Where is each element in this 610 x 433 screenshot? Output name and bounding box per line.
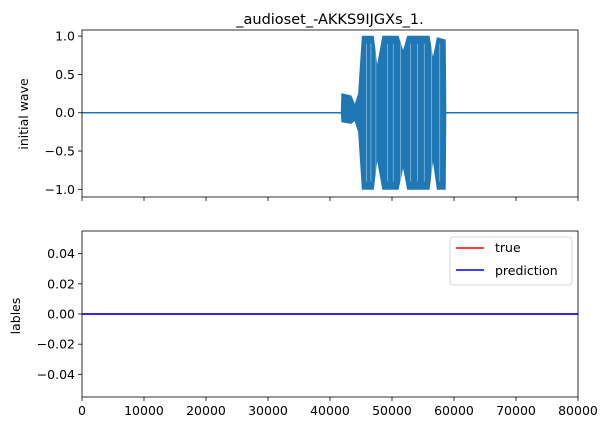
labels-y-ticks: −0.04 −0.02 0.00 0.02 0.04 xyxy=(37,246,82,382)
legend-box xyxy=(449,236,573,286)
y-axis-label-lables: lables xyxy=(8,298,23,335)
legend-label-prediction: prediction xyxy=(495,263,558,278)
y-tick-label: 0.04 xyxy=(47,246,75,261)
chart-title: _audioset_-AKKS9IJGXs_1. xyxy=(235,12,423,28)
x-tick-label: 10000 xyxy=(124,403,164,418)
waveform-axes-frame xyxy=(81,29,579,198)
y-tick-label: 0.5 xyxy=(55,67,75,82)
y-tick-label: −0.02 xyxy=(37,337,75,352)
y-tick-label: 0.00 xyxy=(47,307,75,322)
labels-axes: lables −0.04 −0.02 0.00 0.02 0.04 0 10000 2000… xyxy=(8,230,598,418)
x-tick-label: 80000 xyxy=(558,403,598,418)
labels-axes-frame xyxy=(81,230,579,398)
y-tick-label: 0.0 xyxy=(55,105,75,120)
x-tick-label: 70000 xyxy=(496,403,536,418)
legend-label-true: true xyxy=(495,240,521,255)
x-tick-label: 30000 xyxy=(248,403,288,418)
y-tick-label: 1.0 xyxy=(55,29,75,44)
waveform-axes: _audioset_-AKKS9IJGXs_1. initial wave −1… xyxy=(16,12,579,201)
waveform-y-ticks: −1.0 −0.5 0.0 0.5 1.0 xyxy=(45,29,82,197)
waveform-x-ticks xyxy=(81,197,579,201)
x-tick-label: 20000 xyxy=(186,403,226,418)
y-tick-label: 0.02 xyxy=(47,276,75,291)
y-tick-label: −0.04 xyxy=(37,367,75,382)
y-tick-label: −0.5 xyxy=(45,144,75,159)
waveform-plot-area xyxy=(82,35,578,190)
y-tick-label: −1.0 xyxy=(45,182,75,197)
legend: true prediction xyxy=(449,236,573,286)
waveform-envelope xyxy=(82,35,578,190)
x-tick-label: 60000 xyxy=(434,403,474,418)
x-tick-label: 40000 xyxy=(310,403,350,418)
x-tick-label: 0 xyxy=(78,403,86,418)
x-tick-label: 50000 xyxy=(372,403,412,418)
y-axis-label-initial-wave: initial wave xyxy=(16,78,31,150)
labels-x-ticks: 0 10000 20000 30000 40000 50000 60000 70000 8000… xyxy=(78,397,598,418)
